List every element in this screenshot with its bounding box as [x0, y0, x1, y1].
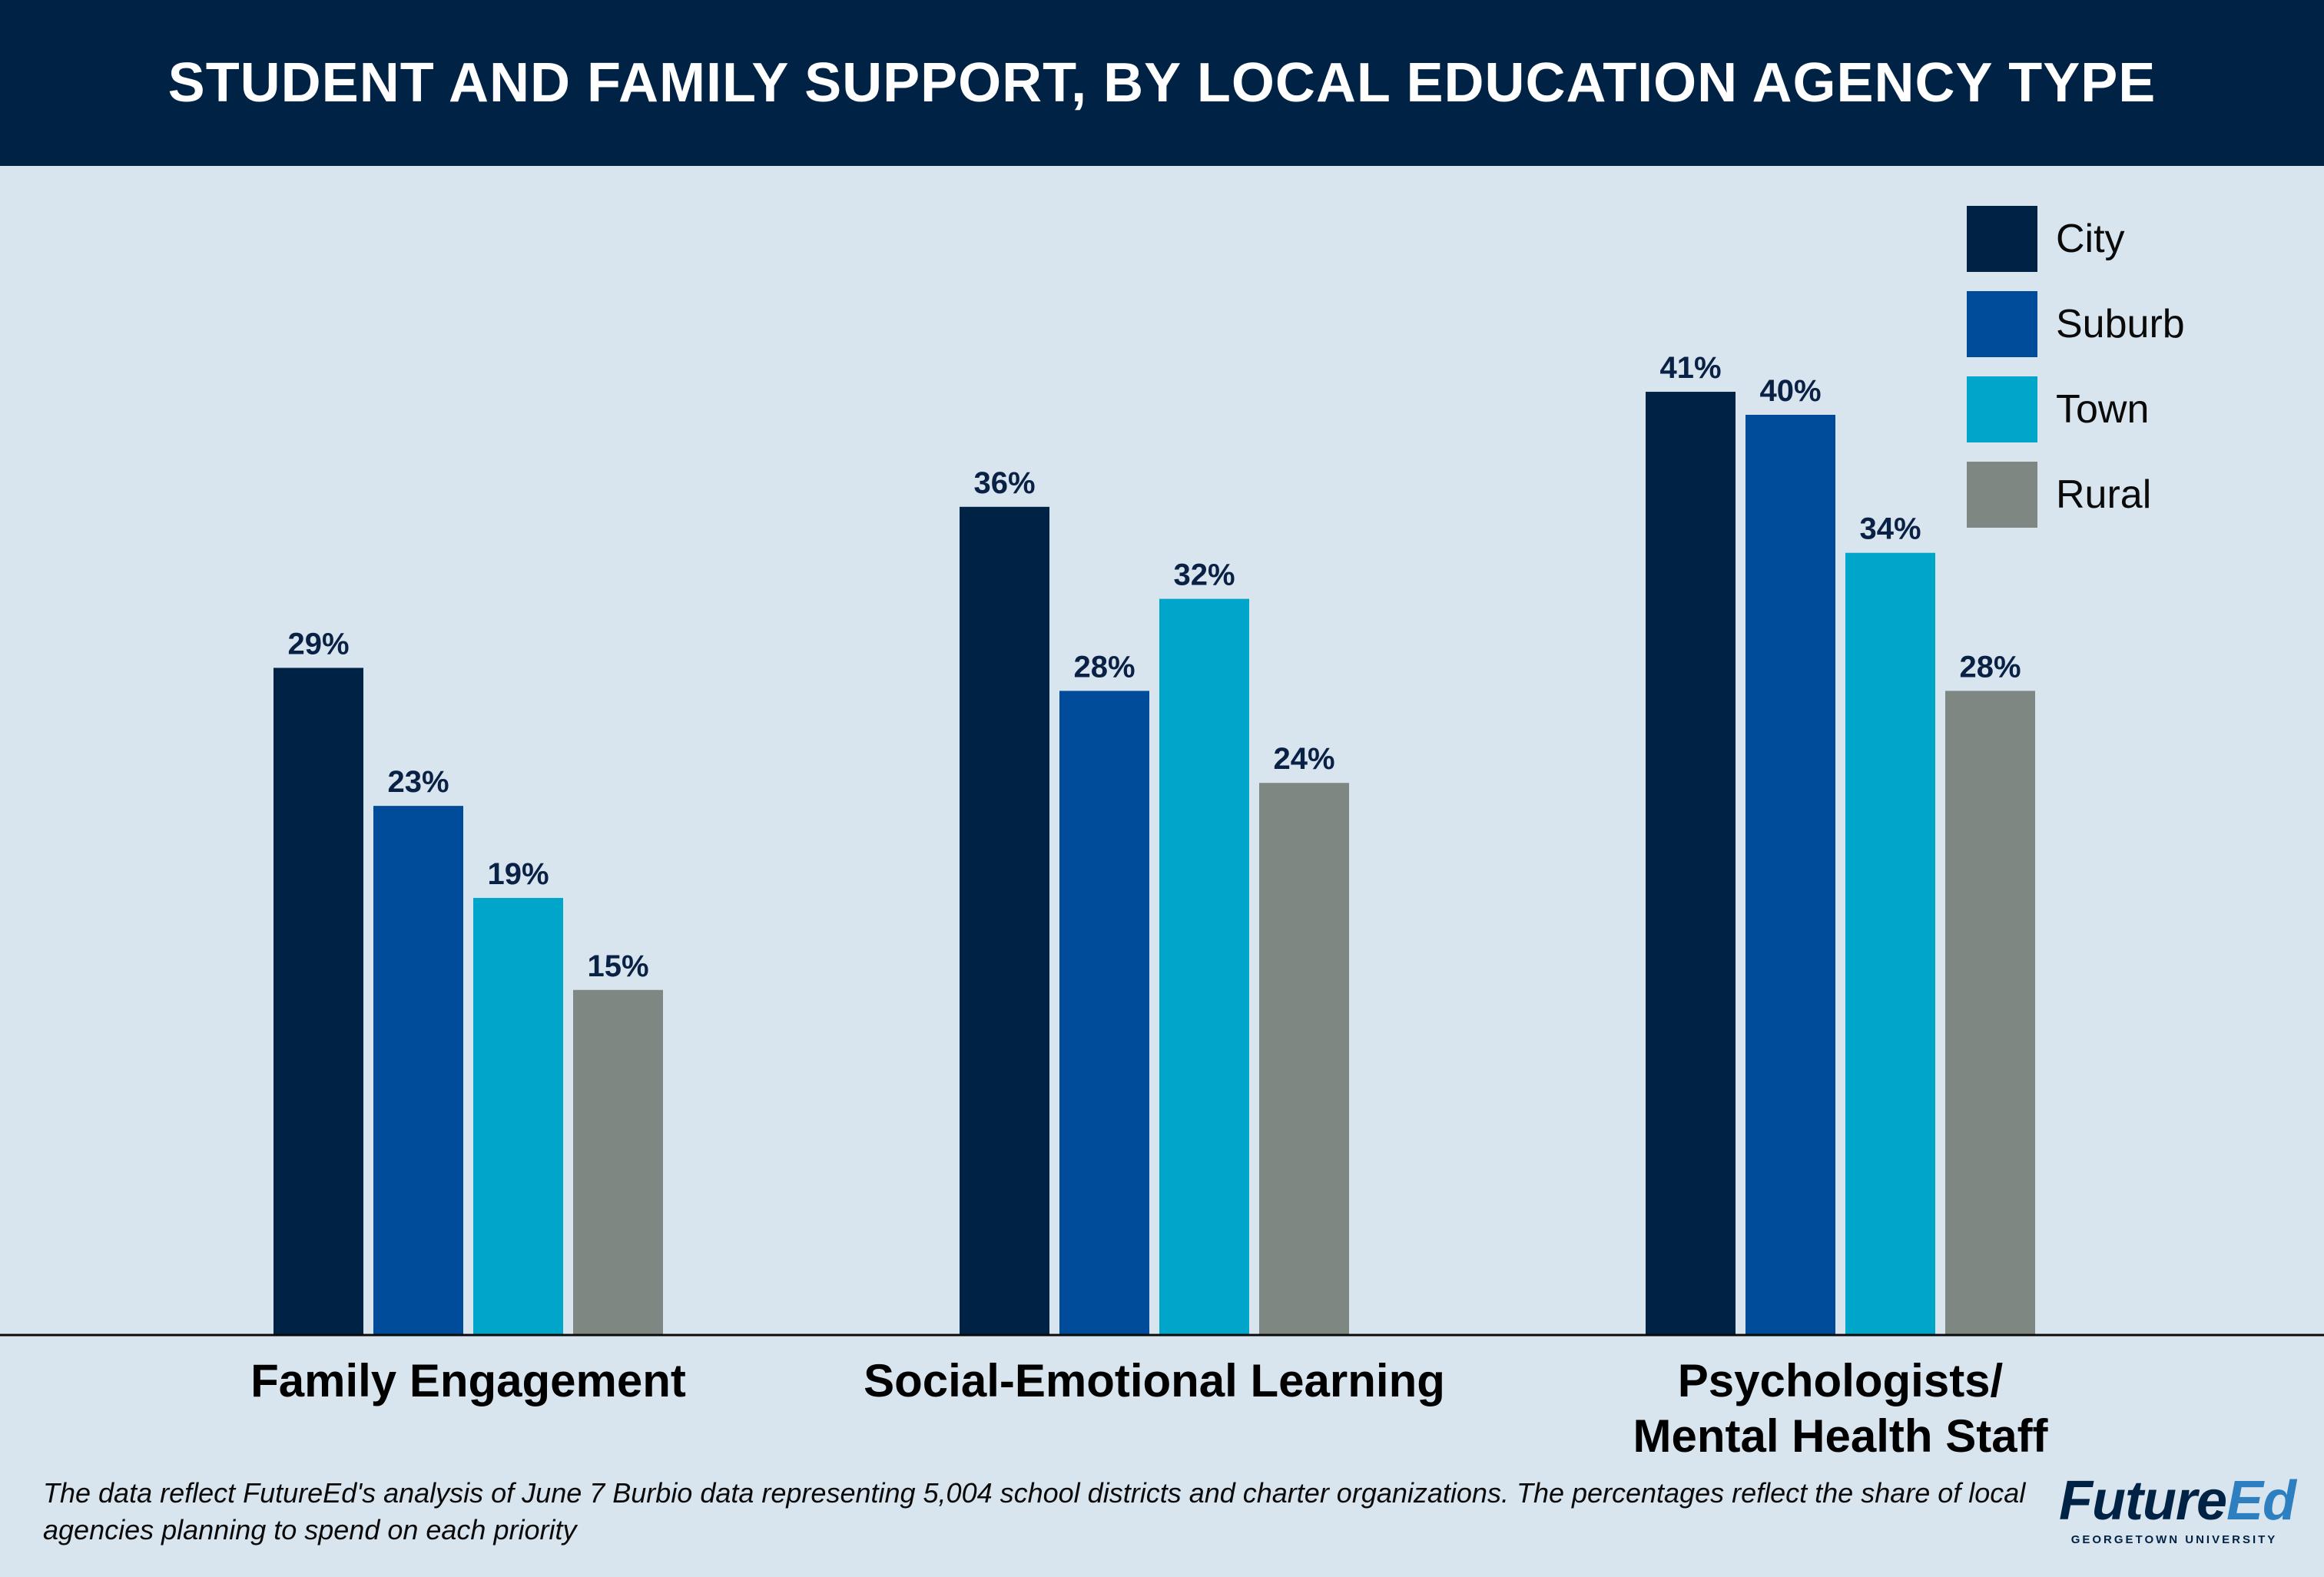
data-label-town: 32%	[1173, 558, 1235, 592]
bar-rural	[1259, 783, 1349, 1335]
data-label-rural: 28%	[1959, 650, 2021, 684]
chart-header: STUDENT AND FAMILY SUPPORT, BY LOCAL EDU…	[0, 0, 2324, 166]
futureed-logo: FutureEd GEORGETOWN UNIVERSITY	[2059, 1470, 2296, 1546]
category-label: Mental Health Staff	[1633, 1410, 2048, 1462]
logo-part-ed: Ed	[2226, 1470, 2296, 1532]
bar-rural	[1945, 691, 2035, 1335]
logo-part-future: Future	[2059, 1470, 2227, 1532]
bar-rural	[573, 989, 663, 1335]
legend-swatch-rural	[1967, 462, 2037, 528]
data-label-city: 36%	[973, 466, 1035, 500]
data-label-suburb: 40%	[1759, 374, 1821, 408]
legend-label-suburb: Suburb	[2056, 302, 2185, 346]
data-label-rural: 24%	[1273, 742, 1334, 776]
legend-swatch-suburb	[1967, 291, 2037, 357]
logo-wordmark: FutureEd	[2059, 1470, 2296, 1532]
bar-town	[1845, 552, 1935, 1335]
data-label-suburb: 23%	[387, 765, 449, 799]
bar-suburb	[1745, 415, 1835, 1335]
legend-label-town: Town	[2056, 387, 2149, 432]
bar-town	[473, 897, 563, 1335]
legend-swatch-city	[1967, 206, 2037, 272]
bar-city	[274, 668, 363, 1335]
data-label-suburb: 28%	[1073, 650, 1135, 684]
bar-suburb	[373, 806, 463, 1335]
data-label-rural: 15%	[587, 949, 648, 983]
category-label: Psychologists/	[1678, 1355, 2004, 1406]
legend-swatch-town	[1967, 376, 2037, 442]
bar-suburb	[1059, 691, 1149, 1335]
data-label-city: 41%	[1659, 351, 1721, 385]
bar-town	[1159, 598, 1249, 1335]
bar-city	[960, 506, 1049, 1335]
data-label-town: 34%	[1859, 512, 1921, 546]
footnote: The data reflect FutureEd's analysis of …	[43, 1477, 2026, 1546]
legend-label-city: City	[2056, 217, 2125, 261]
legend-label-rural: Rural	[2056, 472, 2151, 517]
chart-title: STUDENT AND FAMILY SUPPORT, BY LOCAL EDU…	[167, 52, 2157, 114]
bar-chart: 29% 23% 19% 15% Family Engagement 36% 28% 32% 24…	[0, 206, 2324, 1462]
category-label: Family Engagement	[250, 1355, 686, 1406]
bar-city	[1646, 392, 1736, 1335]
logo-subtitle: GEORGETOWN UNIVERSITY	[2070, 1533, 2278, 1546]
data-label-city: 29%	[287, 627, 349, 661]
data-label-town: 19%	[487, 857, 549, 891]
category-label: Social-Emotional Learning	[864, 1355, 1445, 1406]
